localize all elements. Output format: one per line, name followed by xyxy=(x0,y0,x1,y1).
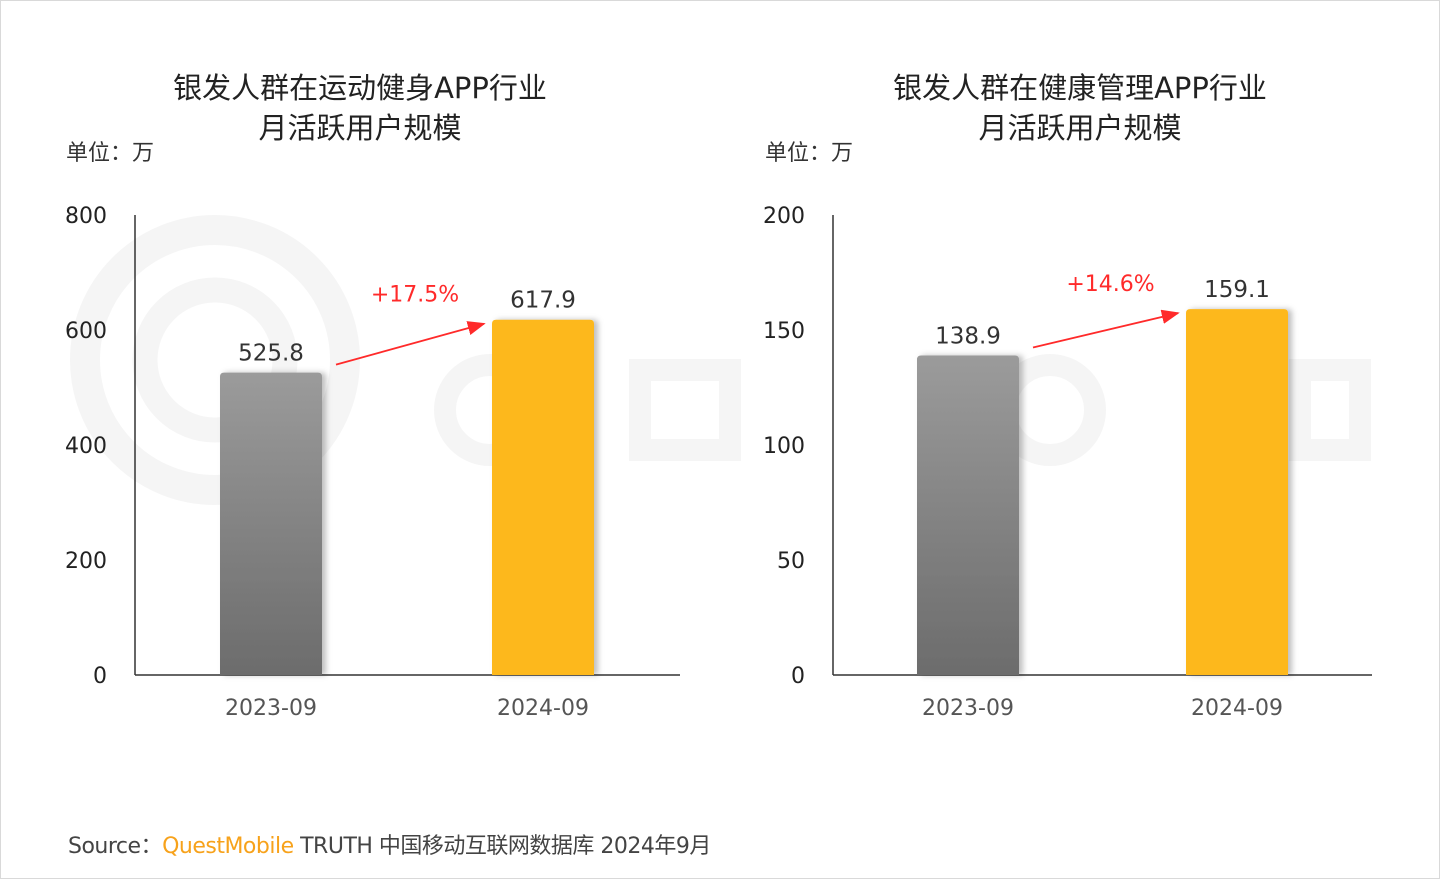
bar-2024-09 xyxy=(1186,309,1288,675)
x-tick-label: 2023-09 xyxy=(225,696,317,721)
growth-arrow xyxy=(1032,309,1180,349)
y-tick-label: 100 xyxy=(763,434,805,459)
x-tick-label: 2024-09 xyxy=(497,696,589,721)
chart-title-line: 月活跃用户规模 xyxy=(258,111,461,145)
unit-label: 单位：万 xyxy=(66,141,154,166)
y-tick-label: 400 xyxy=(65,434,107,459)
bar-2023-09 xyxy=(917,355,1019,675)
chart-title-line: 月活跃用户规模 xyxy=(978,111,1181,145)
chart-title-line: 银发人群在运动健身APP行业 xyxy=(173,71,547,105)
y-tick-label: 50 xyxy=(777,549,805,574)
data-label: 525.8 xyxy=(238,341,304,367)
watermark-ring-outer xyxy=(70,215,360,505)
data-label: 138.9 xyxy=(935,324,1001,350)
x-tick-label: 2024-09 xyxy=(1191,696,1283,721)
y-tick-label: 150 xyxy=(763,319,805,344)
y-tick-label: 200 xyxy=(763,204,805,229)
watermark-ring-inner xyxy=(132,277,298,443)
source-note: Source：QuestMobile TRUTH 中国移动互联网数据库 2024… xyxy=(68,828,711,860)
data-label: 617.9 xyxy=(510,288,576,314)
bar-2023-09 xyxy=(220,372,322,675)
growth-label: +17.5% xyxy=(371,283,459,308)
y-tick-label: 0 xyxy=(791,664,805,689)
watermark-shape xyxy=(1289,359,1371,461)
x-tick-label: 2023-09 xyxy=(922,696,1014,721)
source-prefix: Source： xyxy=(68,834,163,859)
unit-label: 单位：万 xyxy=(765,141,853,166)
y-tick-label: 0 xyxy=(93,664,107,689)
growth-arrow xyxy=(335,321,486,366)
source-text: TRUTH 中国移动互联网数据库 2024年9月 xyxy=(293,834,711,859)
y-tick-label: 600 xyxy=(65,319,107,344)
data-label: 159.1 xyxy=(1204,277,1270,303)
y-tick-label: 800 xyxy=(65,204,107,229)
y-tick-label: 200 xyxy=(65,549,107,574)
growth-label: +14.6% xyxy=(1066,272,1154,297)
source-brand: QuestMobile xyxy=(162,834,294,859)
bar-2024-09 xyxy=(492,319,594,675)
chart-title-line: 银发人群在健康管理APP行业 xyxy=(893,71,1267,105)
watermark-shape xyxy=(629,359,741,461)
